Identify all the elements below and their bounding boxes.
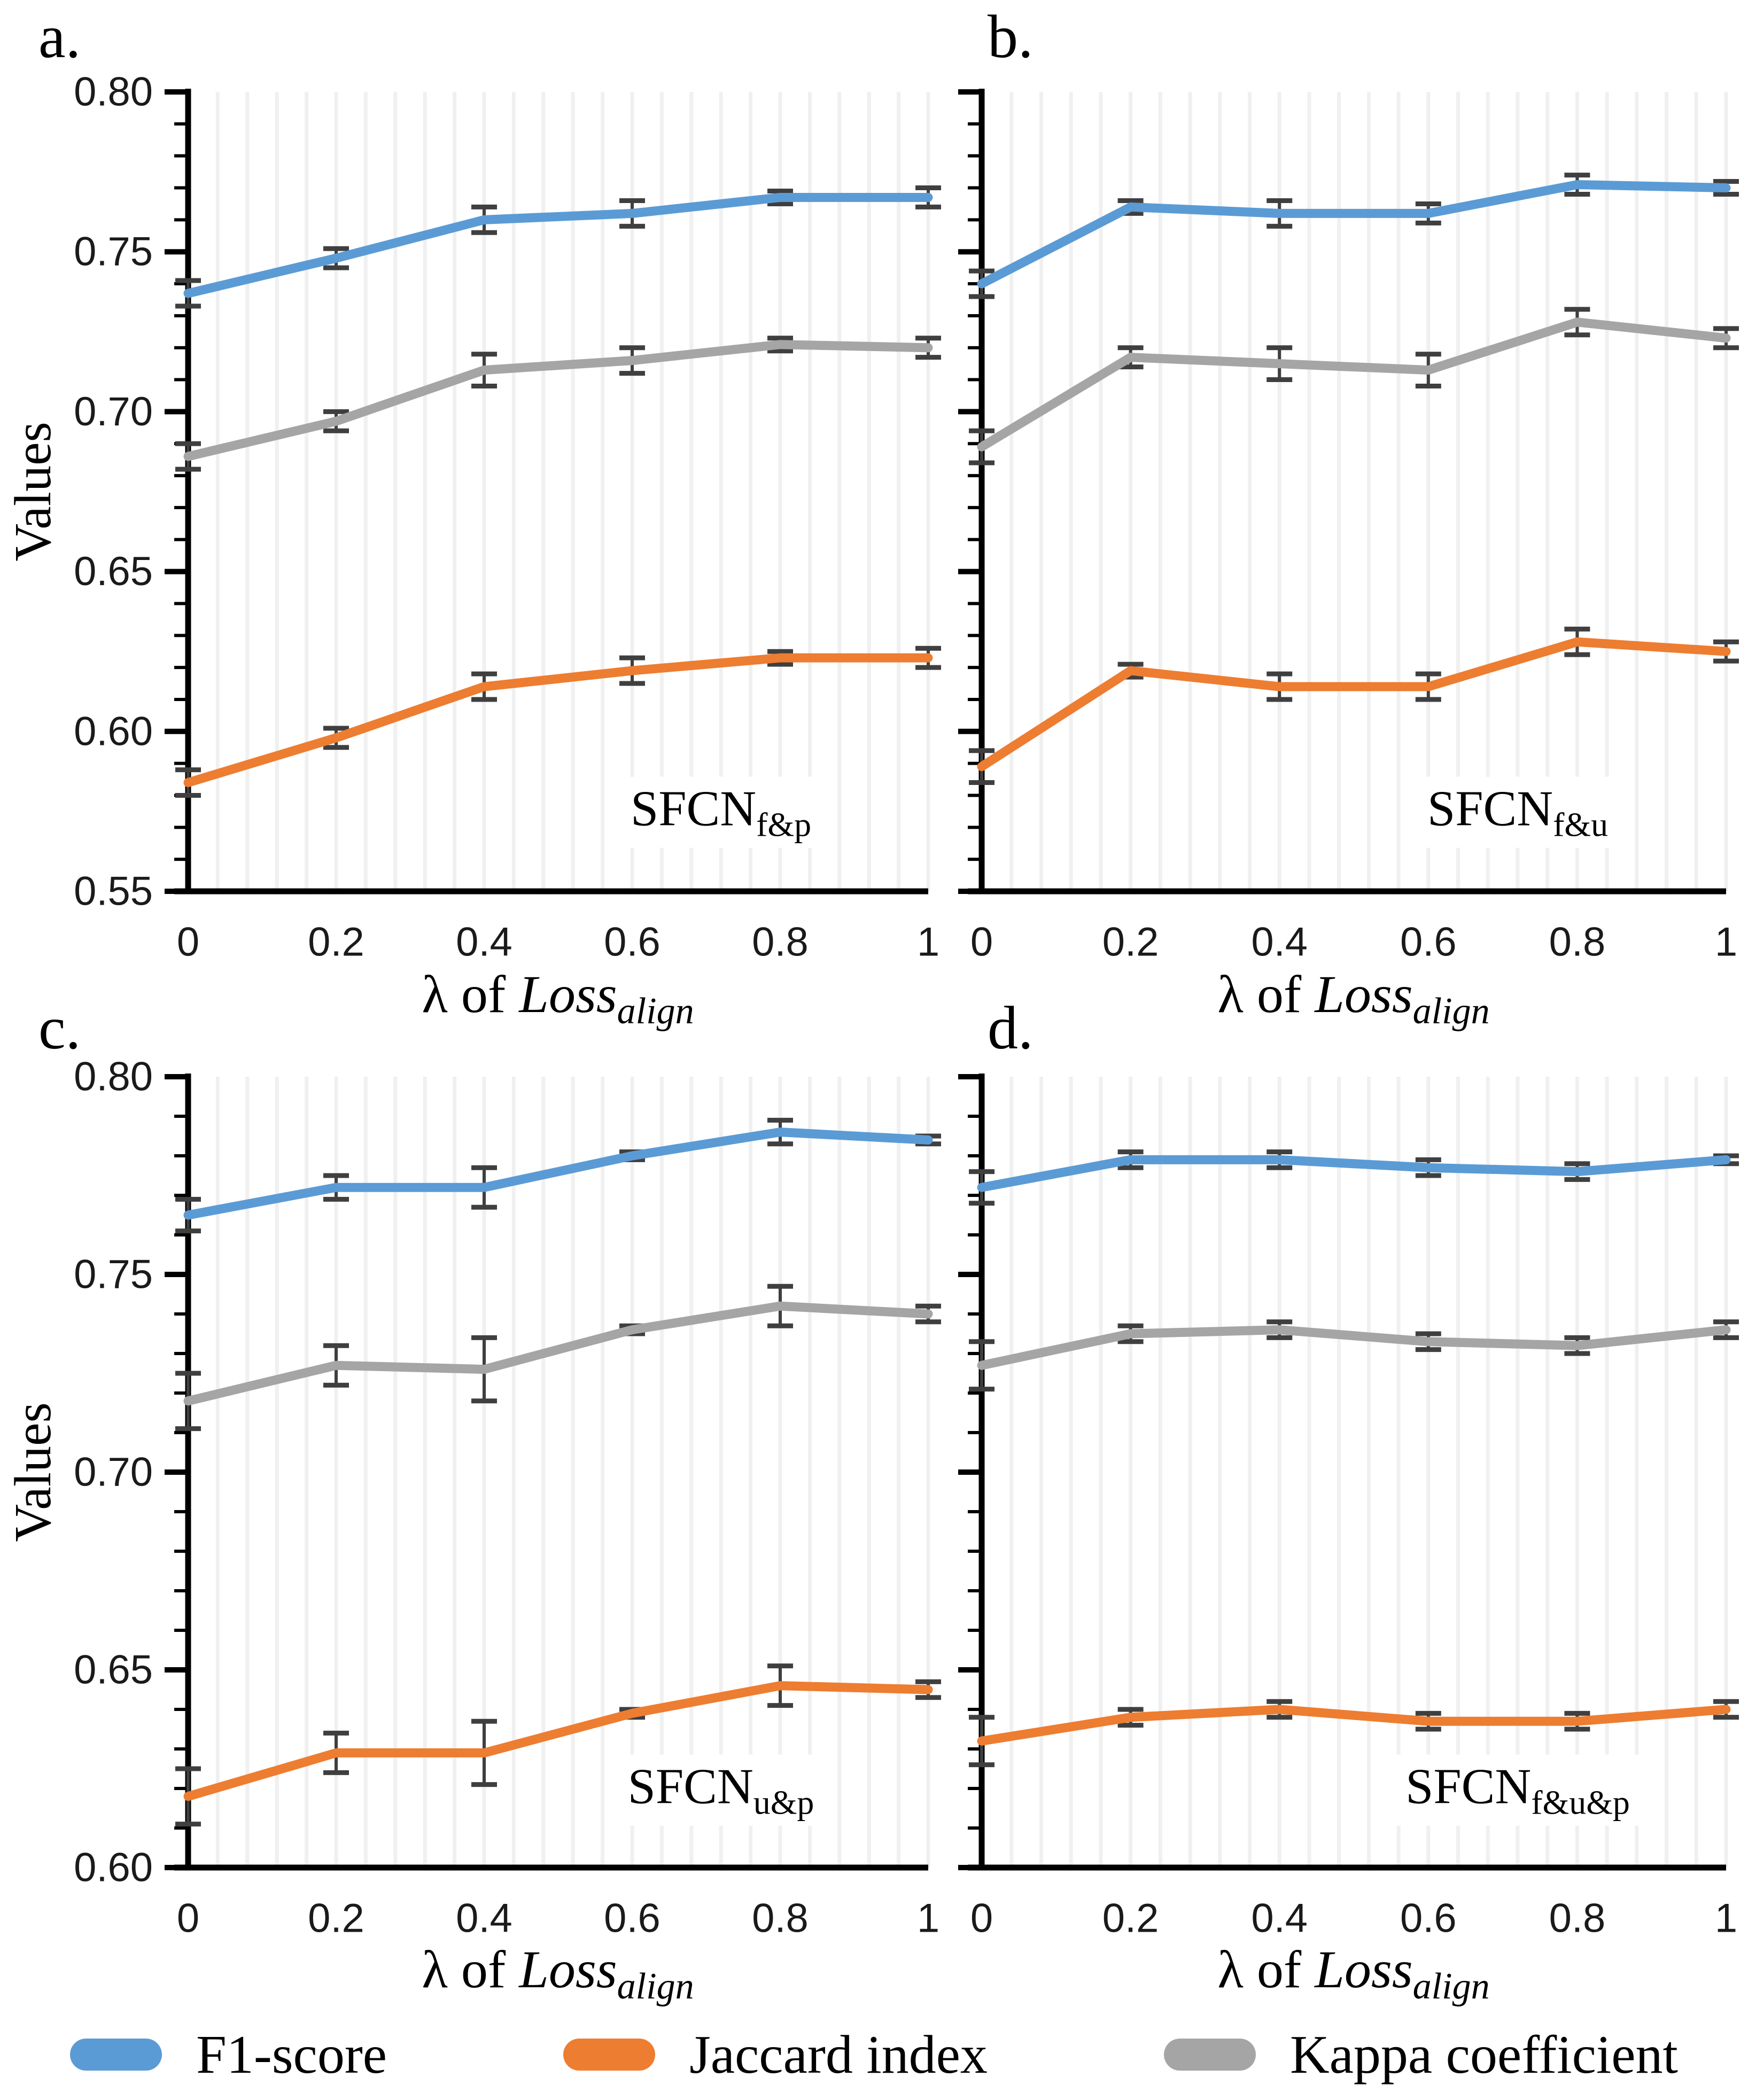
svg-text:0.60: 0.60 [74,709,153,754]
x-title-word: Loss [1315,1940,1413,1999]
x-title-prefix: λ of [1217,1940,1315,1999]
svg-text:0.75: 0.75 [74,1252,153,1297]
f1-score-swatch-icon [70,2039,162,2071]
svg-text:0.4: 0.4 [1251,1896,1308,1941]
annotation-sub: f&u [1553,805,1609,844]
x-axis-title-a: λ of Lossalign [422,963,694,1033]
svg-text:0.8: 0.8 [1549,1896,1606,1941]
annotation-sub: u&p [753,1783,814,1822]
svg-text:1: 1 [917,920,939,965]
svg-text:0.80: 0.80 [74,69,153,115]
legend-label-kappa-coefficient: Kappa coefficient [1289,2024,1678,2085]
y-axis-title-c: Values [4,1402,62,1542]
svg-text:0.4: 0.4 [456,920,512,965]
svg-text:0: 0 [177,920,199,965]
svg-text:0.65: 0.65 [74,1647,153,1693]
x-title-prefix: λ of [1217,965,1315,1024]
x-title-sub: align [1412,991,1490,1032]
svg-text:1: 1 [1715,920,1737,965]
kappa-coefficient-swatch-icon [1163,2039,1256,2071]
svg-text:1: 1 [917,1896,939,1941]
panel-d: 0 0.2 0.4 0.6 0.8 1 d. SFCNf&u&p λ of Lossali… [957,986,1748,2009]
svg-text:0.8: 0.8 [752,920,809,965]
svg-text:0.4: 0.4 [456,1896,512,1941]
legend-item-f1-score: F1-score [70,2024,387,2086]
legend: F1-score Jaccard index Kappa coefficient [0,2009,1748,2100]
annotation-main: SFCN [627,1759,753,1815]
chart-c: 0.60 0.65 0.70 0.75 0.80 0 0.2 0.4 0.6 0.8 1 [74,1054,941,1941]
svg-text:0.6: 0.6 [604,1896,661,1941]
panel-a-corner-label: a. [38,3,81,71]
x-title-sub: align [617,1966,694,2007]
panel-b-corner-label: b. [988,3,1034,71]
svg-text:0.8: 0.8 [1549,920,1606,965]
panel-c-corner-label: c. [38,994,81,1062]
x-title-sub: align [1412,1966,1490,2007]
panel-a-annotation: SFCNf&p [620,776,821,848]
svg-text:0.8: 0.8 [752,1896,809,1941]
x-axis-title-b: λ of Lossalign [1217,963,1489,1033]
panel-d-corner-label: d. [988,994,1034,1062]
annotation-sub: f&p [756,805,812,844]
panel-a: 0.55 0.60 0.65 0.70 0.75 0.80 0 0.2 0.4 0.6 0.8 1 a… [0,0,957,1047]
svg-text:0.2: 0.2 [308,1896,364,1941]
svg-text:0.2: 0.2 [308,920,364,965]
legend-label-jaccard-index: Jaccard index [689,2024,988,2085]
x-title-prefix: λ of [422,1940,519,1999]
svg-text:0.6: 0.6 [1400,1896,1457,1941]
svg-text:0.6: 0.6 [1400,920,1457,965]
svg-text:0.70: 0.70 [74,1450,153,1495]
svg-text:0.6: 0.6 [604,920,661,965]
x-title-word: Loss [519,965,617,1024]
panel-b: 0 0.2 0.4 0.6 0.8 1 b. SFCNf&u λ of Lossalign [957,0,1748,1047]
panel-b-annotation: SFCNf&u [1417,776,1618,848]
svg-text:0.2: 0.2 [1102,920,1159,965]
svg-text:0.70: 0.70 [74,389,153,434]
legend-item-kappa-coefficient: Kappa coefficient [1163,2024,1678,2086]
chart-a: 0.55 0.60 0.65 0.70 0.75 0.80 0 0.2 0.4 0.6 0.8 1 [74,69,941,965]
annotation-main: SFCN [630,781,757,837]
panel-d-annotation: SFCNf&u&p [1396,1754,1640,1826]
chart-b: 0 0.2 0.4 0.6 0.8 1 [958,89,1739,965]
x-title-sub: align [617,991,694,1032]
svg-text:0.65: 0.65 [74,549,153,594]
x-axis-title-d: λ of Lossalign [1217,1939,1489,2008]
panel-c: 0.60 0.65 0.70 0.75 0.80 0 0.2 0.4 0.6 0.8 1 c. Va… [0,986,957,2009]
jaccard-index-swatch-icon [563,2039,656,2071]
x-title-word: Loss [519,1940,617,1999]
y-axis-title-a: Values [4,422,62,562]
svg-text:0.55: 0.55 [74,869,153,914]
legend-item-jaccard-index: Jaccard index [563,2024,988,2086]
svg-text:0.4: 0.4 [1251,920,1308,965]
svg-text:0.2: 0.2 [1102,1896,1159,1941]
legend-label-f1-score: F1-score [196,2024,387,2085]
annotation-sub: f&u&p [1531,1783,1630,1822]
svg-text:0.80: 0.80 [74,1054,153,1100]
svg-text:0: 0 [970,1896,993,1941]
x-title-prefix: λ of [422,965,519,1024]
svg-text:0: 0 [970,920,993,965]
x-title-word: Loss [1315,965,1413,1024]
x-axis-title-c: λ of Lossalign [422,1939,694,2008]
annotation-main: SFCN [1427,781,1553,837]
svg-text:0.60: 0.60 [74,1845,153,1891]
annotation-main: SFCN [1405,1759,1532,1815]
svg-text:0: 0 [177,1896,199,1941]
svg-text:0.75: 0.75 [74,229,153,275]
panel-c-annotation: SFCNu&p [618,1754,824,1826]
svg-text:1: 1 [1715,1896,1737,1941]
chart-d: 0 0.2 0.4 0.6 0.8 1 [958,1074,1739,1941]
